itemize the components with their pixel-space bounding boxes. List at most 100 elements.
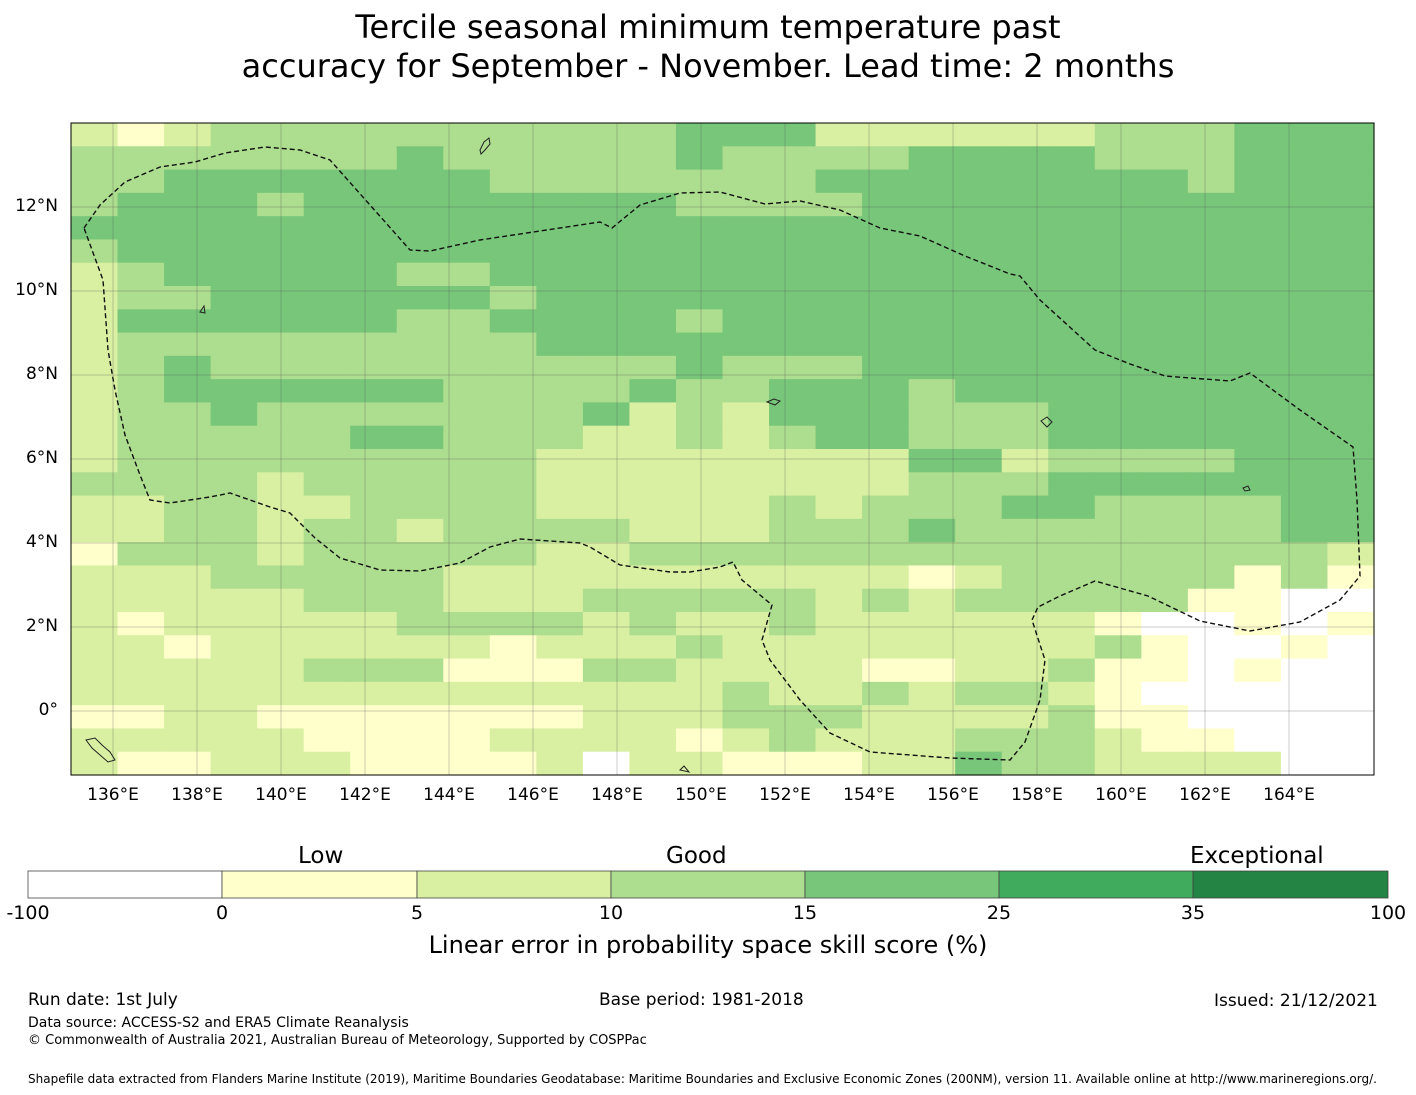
grid-cell [257,332,305,357]
grid-cell [1141,425,1189,450]
grid-cell [1187,495,1235,520]
grid-cell [1280,192,1329,217]
grid-cell [769,355,817,380]
grid-cell [1280,495,1329,520]
grid-cell [350,449,398,473]
grid-cell [1048,216,1096,241]
grid-cell [257,402,305,427]
grid-cell [722,681,770,706]
grid-cell [210,728,258,753]
grid-cell [769,262,817,287]
grid-cell [1141,169,1189,194]
latitude-label: 4°N [25,532,58,552]
grid-cell [815,309,863,334]
grid-cell [862,542,910,567]
grid-cell [582,449,631,473]
grid-cell [1327,449,1375,473]
grid-cell [1048,705,1096,730]
grid-cell [303,472,351,497]
grid-cell [489,472,537,497]
grid-cell [1001,751,1049,776]
grid-cell [722,123,770,147]
grid-cell [769,449,817,473]
grid-cell [71,379,119,404]
grid-cell [862,355,910,380]
grid-cell [303,658,351,683]
grid-cell [303,449,351,473]
grid-cell [350,565,398,590]
grid-cell [1234,425,1282,450]
grid-cell [1187,705,1235,730]
grid-cell [1141,239,1189,264]
grid-cell [257,681,305,706]
grid-cell [769,658,817,683]
grid-cell [1094,425,1142,450]
grid-cell [117,239,165,264]
grid-cell [303,332,351,357]
grid-cell [1001,542,1049,567]
grid-cell [396,309,444,334]
grid-cell [1001,192,1049,217]
grid-cell [1327,402,1375,427]
grid-cell [1048,542,1096,567]
grid-cell [769,728,817,753]
grid-cell [629,169,677,194]
grid-cell [1048,286,1096,310]
grid-cell [1141,379,1189,404]
grid-cell [1280,542,1329,567]
grid-cell [815,635,863,660]
grid-cell [769,286,817,310]
grid-cell [117,751,165,776]
grid-cell [1094,216,1142,241]
grid-cell [303,216,351,241]
grid-cell [1280,262,1329,287]
grid-cell [629,425,677,450]
grid-cell [1280,379,1329,404]
grid-cell [1094,681,1142,706]
grid-cell [1001,286,1049,310]
colorbar-tick-label: 5 [410,902,424,924]
grid-cell [1234,658,1282,683]
grid-cell [396,635,444,660]
longitude-label: 150°E [675,785,727,805]
grid-cell [1280,169,1329,194]
grid-cell [71,518,119,543]
grid-cell [769,239,817,264]
grid-cell [582,355,631,380]
longitude-label: 156°E [927,785,979,805]
grid-cell [164,286,212,310]
grid-cell [164,681,212,706]
grid-cell [1094,192,1142,217]
issued-date: Issued: 21/12/2021 [1214,991,1378,1011]
grid-cell [908,542,956,567]
grid-cell [769,705,817,730]
grid-cell [71,262,119,287]
colorbar-tick-label: 25 [986,902,1012,924]
grid-cell [164,449,212,473]
grid-cell [536,705,584,730]
grid-cell [71,728,119,753]
grid-cell [1187,681,1235,706]
grid-cell [1001,588,1049,613]
grid-cell [722,705,770,730]
grid-cell [955,751,1003,776]
grid-cell [722,449,770,473]
grid-cell [489,658,537,683]
grid-cell [536,262,584,287]
grid-cell [1048,565,1096,590]
grid-cell [862,449,910,473]
grid-cell [350,355,398,380]
grid-cell [257,612,305,636]
grid-cell [303,286,351,310]
grid-cell [350,146,398,171]
grid-cell [769,123,817,147]
grid-cell [629,192,677,217]
grid-cell [71,588,119,613]
grid-cell [1001,123,1049,147]
grid-cell [908,472,956,497]
grid-cell [1280,565,1329,590]
grid-cell [769,635,817,660]
grid-cell [164,192,212,217]
grid-cell [489,449,537,473]
